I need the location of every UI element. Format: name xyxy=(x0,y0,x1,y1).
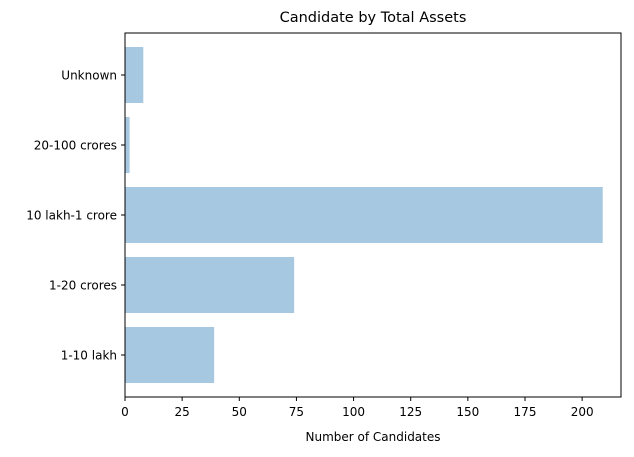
bar-1-10-lakh xyxy=(125,327,215,383)
y-tick-label: 20-100 crores xyxy=(34,139,117,153)
x-tick-label: 75 xyxy=(289,405,304,419)
bar-unknown xyxy=(125,47,144,103)
x-tick-label: 150 xyxy=(456,405,479,419)
y-axis: 1-10 lakh 1-20 crores 10 lakh-1 crore 20-10… xyxy=(26,69,125,363)
x-tick-label: 50 xyxy=(232,405,247,419)
x-axis-label: Number of Candidates xyxy=(306,430,441,444)
x-tick-label: 125 xyxy=(399,405,422,419)
y-tick-label: 1-20 crores xyxy=(49,279,117,293)
chart-title: Candidate by Total Assets xyxy=(280,10,467,26)
bar-10-lakh-1-crore xyxy=(125,187,603,243)
y-tick-label: 10 lakh-1 crore xyxy=(26,209,117,223)
x-tick-label: 25 xyxy=(175,405,190,419)
x-axis: 0 25 50 75 100 125 150 175 200 xyxy=(121,397,594,419)
bars-layer xyxy=(125,47,603,383)
y-tick-label: Unknown xyxy=(61,69,117,83)
x-tick-label: 175 xyxy=(514,405,537,419)
x-tick-label: 100 xyxy=(342,405,365,419)
bar-20-100-crores xyxy=(125,117,130,173)
x-tick-label: 0 xyxy=(121,405,129,419)
bar-1-20-crores xyxy=(125,257,295,313)
x-tick-label: 200 xyxy=(571,405,594,419)
y-tick-label: 1-10 lakh xyxy=(61,349,117,363)
